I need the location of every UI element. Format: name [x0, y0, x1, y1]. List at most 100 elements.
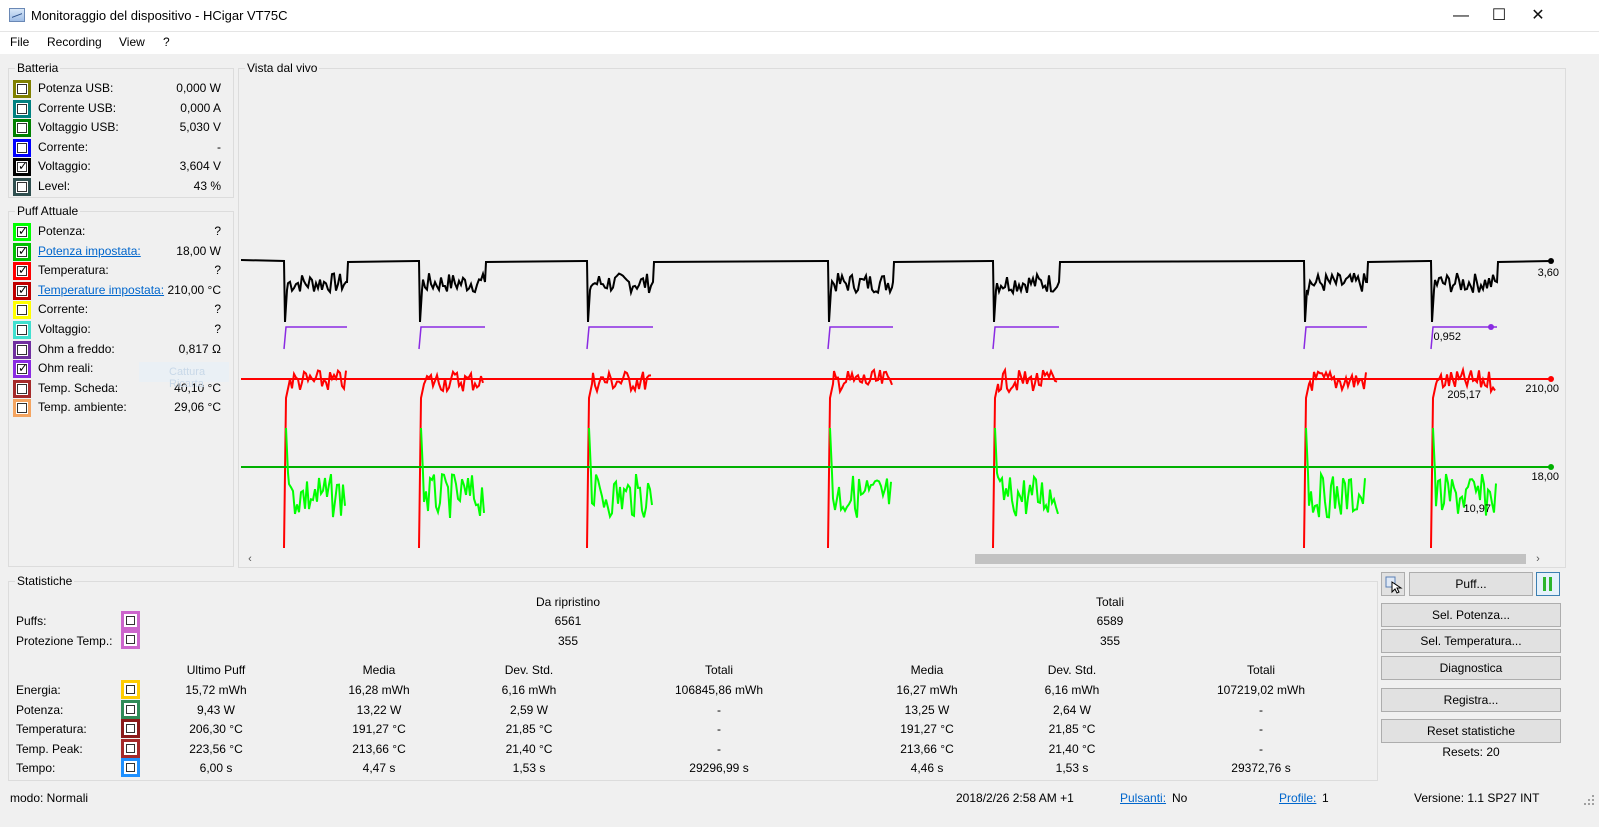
cursor-button[interactable] — [1381, 572, 1405, 596]
stat-cell-value: 6,16 mWh — [501, 683, 557, 697]
scroll-thumb[interactable] — [975, 554, 1526, 564]
puff-value: ? — [214, 224, 221, 238]
battery-value: 43 % — [193, 179, 221, 193]
voltage-endpoint — [1548, 258, 1554, 264]
menu-recording[interactable]: Recording — [47, 35, 102, 49]
scroll-left-arrow[interactable]: ‹ — [248, 553, 252, 565]
stat-cell-value: 21,85 °C — [1048, 722, 1096, 737]
horizontal-scrollbar[interactable]: ‹ › — [241, 552, 1563, 566]
column-header: Media — [910, 663, 944, 677]
select-temperature-button[interactable]: Sel. Temperatura... — [1381, 629, 1561, 653]
power-trace — [1305, 427, 1366, 519]
stat-row-checkbox[interactable] — [121, 738, 140, 758]
puff-checkbox[interactable] — [13, 301, 31, 320]
battery-checkbox[interactable] — [13, 80, 31, 98]
temp-protection-checkbox[interactable] — [121, 630, 140, 649]
stat-row-checkbox[interactable] — [121, 719, 140, 739]
battery-label: Potenza USB: — [38, 81, 114, 95]
puff-checkbox[interactable] — [13, 340, 31, 359]
resize-grip-icon[interactable] — [1582, 793, 1596, 807]
stat-row-label: Temperatura: — [16, 722, 87, 737]
puff-label[interactable]: Potenza impostata: — [38, 243, 141, 258]
puffs-since-reset: 6561 — [554, 614, 582, 628]
stat-cell-value: - — [717, 702, 721, 717]
status-bar: modo: Normali 2018/2/26 2:58 AM +1 Pulsa… — [0, 787, 1599, 809]
puffs-checkbox[interactable] — [121, 611, 140, 630]
puff-button[interactable]: Puff... — [1409, 572, 1533, 596]
menu-file[interactable]: File — [10, 35, 30, 49]
stat-row-checkbox[interactable] — [121, 758, 140, 778]
stat-cell-value: 13,22 W — [356, 702, 402, 717]
temp-protection-total: 355 — [1099, 634, 1121, 648]
stat-cell-value: 16,28 mWh — [348, 683, 410, 697]
stat-row-checkbox[interactable] — [121, 680, 140, 699]
puff-checkbox[interactable] — [13, 399, 31, 418]
select-power-button[interactable]: Sel. Potenza... — [1381, 603, 1561, 627]
stat-cell-value: 1,53 s — [1055, 761, 1089, 776]
puff-row: Corrente:? — [13, 300, 229, 320]
temperature-trace — [1303, 369, 1367, 549]
temperature-trace — [992, 366, 1058, 549]
battery-checkbox[interactable] — [13, 178, 31, 196]
record-button[interactable]: Registra... — [1381, 688, 1561, 712]
puff-checkbox[interactable]: ✓ — [13, 242, 31, 261]
power-setpoint-endpoint — [1548, 464, 1554, 470]
stat-row-label: Temp. Peak: — [16, 741, 83, 756]
stat-row-label: Energia: — [16, 683, 61, 697]
battery-row: Corrente USB: 0,000 A — [13, 99, 229, 118]
stat-cell-value: 21,85 °C — [505, 722, 553, 737]
column-header: Dev. Std. — [504, 663, 554, 677]
puff-checkbox[interactable]: ✓ — [13, 360, 31, 379]
stat-cell-value: 2,59 W — [509, 702, 549, 717]
puff-checkbox[interactable]: ✓ — [13, 262, 31, 281]
menu-help[interactable]: ? — [163, 35, 170, 49]
stat-row-checkbox[interactable] — [121, 699, 140, 719]
column-header: Totali — [1246, 663, 1276, 677]
puff-value: 210,00 °C — [167, 282, 221, 297]
checkbox-inner — [126, 763, 135, 773]
puff-row: Ohm a freddo: 0,817 Ω — [13, 340, 229, 359]
pause-button[interactable] — [1536, 572, 1560, 596]
puff-group: Puff Attuale ✓ Potenza:? ✓ Potenza impostat… — [8, 204, 234, 567]
puff-checkbox[interactable] — [13, 379, 31, 398]
pulsanti-link[interactable]: Pulsanti: — [1120, 791, 1167, 805]
menu-view[interactable]: View — [119, 35, 145, 49]
checkbox-inner — [126, 743, 135, 753]
puff-checkbox[interactable]: ✓ — [13, 223, 31, 241]
stat-cell-value: - — [717, 741, 721, 756]
checkbox-inner — [126, 635, 135, 644]
battery-checkbox[interactable] — [13, 138, 31, 157]
close-button[interactable]: ✕ — [1531, 7, 1545, 24]
puff-row: Voltaggio:? — [13, 320, 229, 339]
minimize-button[interactable]: — — [1453, 7, 1469, 24]
live-chart: 3,60 0,952 210,00 205,17 18,00 10,97 — [241, 258, 1559, 549]
stat-cell-value: 16,27 mWh — [896, 683, 958, 697]
battery-checkbox[interactable] — [13, 119, 31, 138]
battery-value: - — [217, 139, 221, 154]
puff-label: Ohm reali: — [38, 361, 94, 376]
puff-checkbox[interactable]: ✓ — [13, 281, 31, 300]
battery-checkbox[interactable]: ✓ — [13, 158, 31, 177]
puff-row: ✓ Potenza:? — [13, 222, 229, 241]
stat-row-label: Potenza: — [16, 702, 64, 717]
stat-cell-value: 6,00 s — [199, 761, 233, 776]
puff-row: ✓Ohm reali:? — [13, 359, 229, 379]
power-trace — [994, 427, 1059, 517]
capture-ghost-button: Cattura Ricarta — [139, 362, 229, 390]
puff-label[interactable]: Temperature impostata: — [38, 282, 165, 297]
puff-value: ? — [214, 302, 221, 317]
stat-row-label: Tempo: — [16, 761, 56, 776]
diagnostics-button[interactable]: Diagnostica — [1381, 656, 1561, 680]
battery-checkbox[interactable] — [13, 99, 31, 118]
profile-link[interactable]: Profile: — [1279, 791, 1317, 805]
temp-current-label: 205,17 — [1447, 389, 1481, 401]
puff-checkbox[interactable] — [13, 321, 31, 339]
stat-cell-value: - — [1259, 702, 1263, 717]
reset-stats-button[interactable]: Reset statistiche — [1381, 719, 1561, 743]
battery-label: Voltaggio USB: — [38, 120, 119, 135]
stat-cell-value: 213,66 °C — [900, 741, 954, 756]
power-trace — [829, 427, 892, 518]
scroll-right-arrow[interactable]: › — [1536, 553, 1540, 565]
maximize-button[interactable]: ☐ — [1491, 7, 1507, 24]
puffs-total: 6589 — [1096, 614, 1124, 628]
